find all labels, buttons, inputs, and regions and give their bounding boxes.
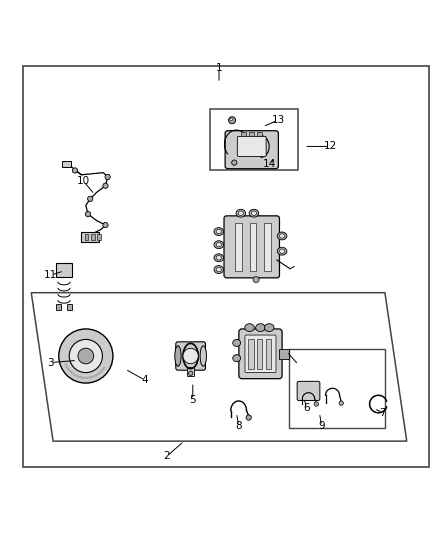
Bar bbox=[187, 367, 194, 376]
Circle shape bbox=[253, 277, 259, 282]
Circle shape bbox=[232, 160, 237, 165]
Text: 2: 2 bbox=[163, 451, 170, 462]
Bar bbox=[85, 234, 88, 240]
Ellipse shape bbox=[214, 265, 223, 273]
Text: 6: 6 bbox=[303, 403, 310, 414]
Ellipse shape bbox=[251, 211, 257, 215]
Ellipse shape bbox=[233, 354, 240, 362]
Bar bbox=[289, 350, 385, 428]
Bar bbox=[257, 338, 262, 369]
Ellipse shape bbox=[216, 256, 221, 260]
Ellipse shape bbox=[214, 254, 223, 262]
Bar bbox=[279, 349, 289, 359]
Circle shape bbox=[72, 168, 78, 173]
FancyBboxPatch shape bbox=[225, 131, 279, 169]
Bar bbox=[257, 132, 262, 135]
Ellipse shape bbox=[200, 346, 206, 366]
Text: 8: 8 bbox=[235, 421, 242, 431]
Text: 10: 10 bbox=[77, 176, 90, 187]
Circle shape bbox=[103, 183, 108, 188]
Text: 14: 14 bbox=[263, 159, 276, 169]
Bar bbox=[249, 132, 254, 135]
Text: 9: 9 bbox=[318, 421, 325, 431]
Bar bbox=[250, 223, 256, 271]
Bar bbox=[62, 161, 71, 167]
Circle shape bbox=[246, 415, 251, 420]
Circle shape bbox=[188, 371, 193, 375]
Text: 7: 7 bbox=[379, 408, 386, 418]
Ellipse shape bbox=[249, 209, 259, 217]
Ellipse shape bbox=[175, 346, 181, 366]
Bar bbox=[266, 338, 271, 369]
Text: 13: 13 bbox=[271, 115, 285, 125]
Circle shape bbox=[59, 329, 113, 383]
Circle shape bbox=[229, 117, 236, 124]
Circle shape bbox=[78, 348, 94, 364]
FancyBboxPatch shape bbox=[239, 329, 282, 379]
Ellipse shape bbox=[279, 249, 285, 253]
Bar bbox=[81, 231, 99, 243]
Ellipse shape bbox=[216, 268, 221, 272]
FancyBboxPatch shape bbox=[237, 136, 266, 157]
Ellipse shape bbox=[265, 324, 274, 332]
Bar bbox=[235, 223, 242, 271]
Bar bbox=[56, 263, 72, 277]
Ellipse shape bbox=[214, 241, 223, 248]
Ellipse shape bbox=[279, 234, 285, 238]
Bar bbox=[56, 304, 61, 310]
Circle shape bbox=[314, 402, 318, 406]
Text: 5: 5 bbox=[190, 394, 196, 405]
Text: 12: 12 bbox=[324, 141, 337, 151]
Text: 4: 4 bbox=[141, 375, 148, 385]
Ellipse shape bbox=[238, 211, 244, 215]
Text: 1: 1 bbox=[215, 63, 223, 73]
Circle shape bbox=[88, 196, 93, 201]
Bar bbox=[248, 338, 254, 369]
Bar bbox=[210, 109, 297, 171]
Circle shape bbox=[183, 349, 198, 364]
Ellipse shape bbox=[277, 247, 287, 255]
Ellipse shape bbox=[277, 232, 287, 240]
Ellipse shape bbox=[214, 228, 223, 236]
Bar bbox=[241, 132, 246, 135]
Circle shape bbox=[339, 401, 343, 405]
Text: 3: 3 bbox=[48, 358, 54, 368]
Circle shape bbox=[85, 212, 91, 217]
Ellipse shape bbox=[216, 243, 221, 247]
Ellipse shape bbox=[256, 324, 265, 332]
FancyBboxPatch shape bbox=[297, 381, 320, 400]
Ellipse shape bbox=[216, 229, 221, 234]
Circle shape bbox=[103, 222, 108, 228]
Circle shape bbox=[69, 340, 102, 373]
Ellipse shape bbox=[245, 324, 254, 332]
Bar bbox=[264, 223, 271, 271]
Text: 11: 11 bbox=[44, 270, 57, 280]
Circle shape bbox=[105, 174, 110, 180]
FancyBboxPatch shape bbox=[176, 342, 205, 370]
Circle shape bbox=[230, 118, 233, 120]
FancyBboxPatch shape bbox=[224, 216, 279, 278]
Ellipse shape bbox=[233, 340, 240, 346]
Ellipse shape bbox=[236, 209, 246, 217]
Bar bbox=[97, 234, 101, 240]
Bar bbox=[91, 234, 95, 240]
FancyBboxPatch shape bbox=[245, 335, 276, 373]
Bar bbox=[67, 304, 72, 310]
